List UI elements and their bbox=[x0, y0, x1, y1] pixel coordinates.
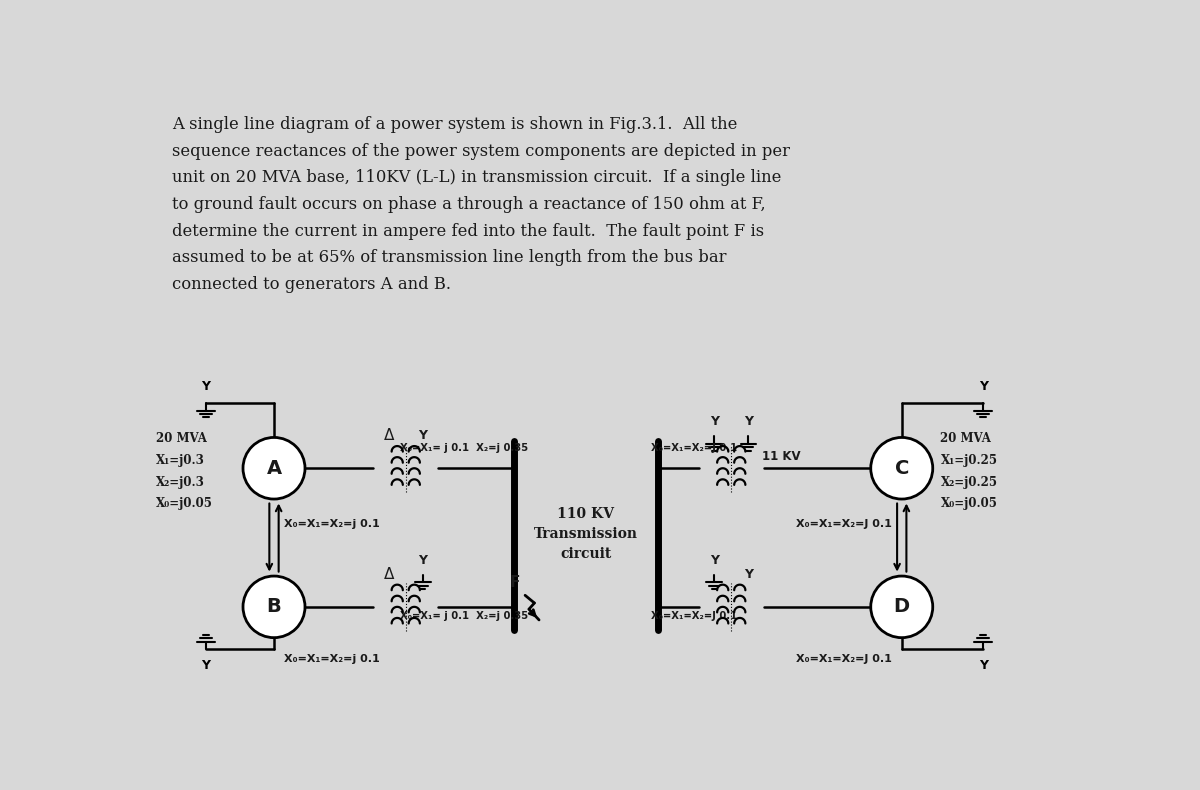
Text: D: D bbox=[894, 597, 910, 616]
Text: 20 MVA: 20 MVA bbox=[941, 432, 991, 446]
Circle shape bbox=[242, 576, 305, 638]
Text: A: A bbox=[266, 459, 282, 478]
Text: Y: Y bbox=[202, 659, 210, 672]
Text: F: F bbox=[510, 575, 521, 590]
Circle shape bbox=[871, 438, 932, 499]
Text: Δ: Δ bbox=[384, 428, 394, 443]
Text: Y: Y bbox=[979, 659, 988, 672]
Text: sequence reactances of the power system components are depicted in per: sequence reactances of the power system … bbox=[172, 143, 790, 160]
Text: Δ: Δ bbox=[384, 567, 394, 582]
Text: Y: Y bbox=[419, 430, 427, 442]
Text: determine the current in ampere fed into the fault.  The fault point F is: determine the current in ampere fed into… bbox=[172, 223, 764, 239]
Text: Y: Y bbox=[744, 568, 752, 581]
Text: A single line diagram of a power system is shown in Fig.3.1.  All the: A single line diagram of a power system … bbox=[172, 116, 737, 134]
Text: X₂=j0.25: X₂=j0.25 bbox=[941, 476, 997, 488]
Text: Y: Y bbox=[709, 416, 719, 428]
Text: Y: Y bbox=[419, 554, 427, 566]
Text: X₀=j0.05: X₀=j0.05 bbox=[156, 497, 214, 510]
Text: X₀=X₁=X₂=J 0.1: X₀=X₁=X₂=J 0.1 bbox=[652, 611, 738, 621]
Text: X₀=j0.05: X₀=j0.05 bbox=[941, 497, 997, 510]
Text: X₀=X₁=X₂=J 0.1: X₀=X₁=X₂=J 0.1 bbox=[652, 443, 738, 453]
Text: to ground fault occurs on phase a through a reactance of 150 ohm at F,: to ground fault occurs on phase a throug… bbox=[172, 196, 766, 213]
Text: X₀=X₁= j 0.1  X₂=j 0.35: X₀=X₁= j 0.1 X₂=j 0.35 bbox=[400, 611, 528, 621]
Circle shape bbox=[242, 438, 305, 499]
Text: X₂=j0.3: X₂=j0.3 bbox=[156, 476, 205, 488]
Text: Y: Y bbox=[744, 416, 752, 428]
Text: X₀=X₁=X₂=J 0.1: X₀=X₁=X₂=J 0.1 bbox=[796, 519, 892, 529]
Text: 20 MVA: 20 MVA bbox=[156, 432, 208, 446]
Text: Y: Y bbox=[709, 554, 719, 566]
Circle shape bbox=[871, 576, 932, 638]
Text: X₀=X₁=X₂=j 0.1: X₀=X₁=X₂=j 0.1 bbox=[284, 519, 380, 529]
Text: unit on 20 MVA base, 110KV (L-L) in transmission circuit.  If a single line: unit on 20 MVA base, 110KV (L-L) in tran… bbox=[172, 170, 781, 186]
Text: assumed to be at 65% of transmission line length from the bus bar: assumed to be at 65% of transmission lin… bbox=[172, 249, 726, 266]
Text: X₀=X₁=X₂=J 0.1: X₀=X₁=X₂=J 0.1 bbox=[796, 654, 892, 664]
Text: Y: Y bbox=[202, 380, 210, 393]
Text: connected to generators A and B.: connected to generators A and B. bbox=[172, 276, 451, 293]
Text: B: B bbox=[266, 597, 281, 616]
Text: 11 KV: 11 KV bbox=[762, 450, 800, 463]
Text: C: C bbox=[894, 459, 908, 478]
Text: X₀=X₁= j 0.1  X₂=j 0.35: X₀=X₁= j 0.1 X₂=j 0.35 bbox=[400, 443, 528, 453]
Text: X₁=j0.3: X₁=j0.3 bbox=[156, 454, 205, 467]
Text: 110 KV
Transmission
circuit: 110 KV Transmission circuit bbox=[534, 506, 638, 561]
Text: X₁=j0.25: X₁=j0.25 bbox=[941, 454, 997, 467]
Text: Y: Y bbox=[979, 380, 988, 393]
Text: X₀=X₁=X₂=j 0.1: X₀=X₁=X₂=j 0.1 bbox=[284, 654, 380, 664]
